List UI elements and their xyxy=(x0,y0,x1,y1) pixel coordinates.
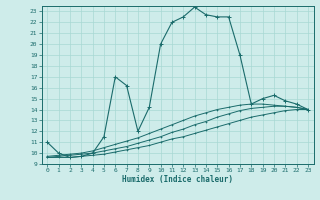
X-axis label: Humidex (Indice chaleur): Humidex (Indice chaleur) xyxy=(122,175,233,184)
